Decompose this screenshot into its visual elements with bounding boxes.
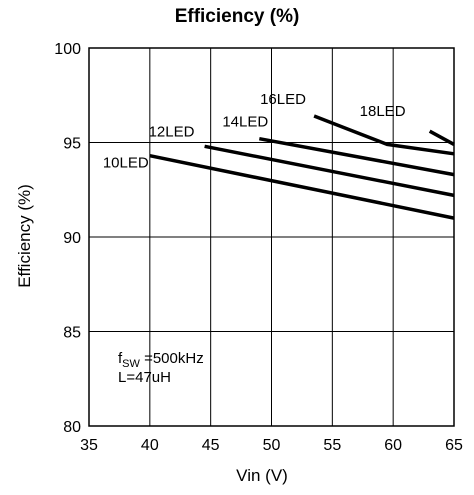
x-tick-label: 35 — [80, 437, 98, 454]
conditions-annotation: fSW =500kHz L=47uH — [118, 350, 204, 387]
y-tick-label: 85 — [63, 325, 81, 342]
x-tick-label: 40 — [141, 437, 159, 454]
x-tick-label: 60 — [384, 437, 402, 454]
series-line-10led — [149, 153, 455, 220]
chart-title: Efficiency (%) — [174, 6, 300, 27]
y-tick-label: 95 — [63, 136, 81, 153]
x-tick-label: 65 — [445, 437, 463, 454]
y-tick-label: 80 — [63, 419, 81, 436]
x-tick-label: 45 — [202, 437, 220, 454]
y-tick-label: 90 — [63, 230, 81, 247]
x-tick-label: 55 — [323, 437, 341, 454]
y-tick-label: 100 — [54, 41, 81, 58]
series-label-18led: 18LED — [360, 103, 406, 120]
plot-frame — [88, 47, 455, 427]
series-label-10led: 10LED — [103, 155, 149, 172]
series-label-16led: 16LED — [260, 91, 306, 108]
series-line-12led — [204, 144, 455, 198]
series-line-16led — [313, 114, 455, 156]
x-axis-label: Vin (V) — [236, 466, 288, 485]
series-line-18led — [428, 129, 455, 146]
switching-frequency-text: fSW =500kHz — [118, 350, 204, 370]
series-label-12led: 12LED — [149, 123, 195, 140]
series-line-14led — [258, 136, 455, 177]
x-tick-label: 50 — [263, 437, 281, 454]
series-label-14led: 14LED — [222, 114, 268, 131]
inductance-text: L=47uH — [118, 369, 171, 386]
